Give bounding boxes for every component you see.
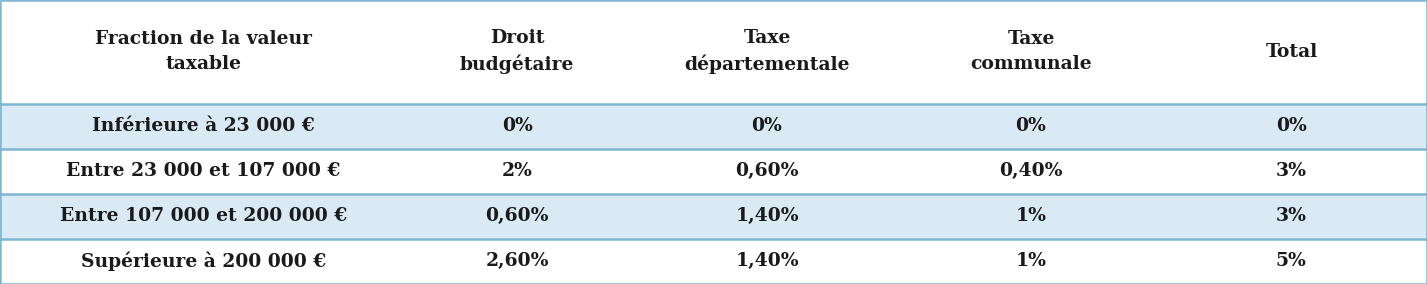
Text: 0,60%: 0,60% — [735, 162, 799, 180]
Text: 2%: 2% — [502, 162, 532, 180]
Bar — [0, 239, 1427, 284]
Text: 0%: 0% — [1276, 117, 1307, 135]
Text: 1,40%: 1,40% — [735, 252, 799, 270]
Text: 0,60%: 0,60% — [485, 207, 549, 225]
Bar — [0, 0, 1427, 104]
Text: Fraction de la valeur
taxable: Fraction de la valeur taxable — [94, 30, 313, 73]
Text: Entre 23 000 et 107 000 €: Entre 23 000 et 107 000 € — [66, 162, 341, 180]
Text: 3%: 3% — [1276, 207, 1307, 225]
Text: 2,60%: 2,60% — [485, 252, 549, 270]
Text: Entre 107 000 et 200 000 €: Entre 107 000 et 200 000 € — [60, 207, 347, 225]
Text: Supérieure à 200 000 €: Supérieure à 200 000 € — [81, 252, 325, 271]
Text: Taxe
communale: Taxe communale — [970, 30, 1092, 73]
Text: 0%: 0% — [1016, 117, 1046, 135]
Text: Taxe
départementale: Taxe départementale — [685, 29, 849, 74]
Text: 1%: 1% — [1016, 252, 1046, 270]
Bar — [0, 194, 1427, 239]
Text: 0%: 0% — [502, 117, 532, 135]
Text: 1%: 1% — [1016, 207, 1046, 225]
Text: 3%: 3% — [1276, 162, 1307, 180]
Text: Total: Total — [1266, 43, 1317, 61]
Text: 0%: 0% — [752, 117, 782, 135]
Text: Inférieure à 23 000 €: Inférieure à 23 000 € — [91, 117, 315, 135]
Text: Droit
budgétaire: Droit budgétaire — [459, 29, 575, 74]
Bar — [0, 149, 1427, 194]
Text: 1,40%: 1,40% — [735, 207, 799, 225]
Bar — [0, 104, 1427, 149]
Text: 5%: 5% — [1276, 252, 1307, 270]
Text: 0,40%: 0,40% — [999, 162, 1063, 180]
